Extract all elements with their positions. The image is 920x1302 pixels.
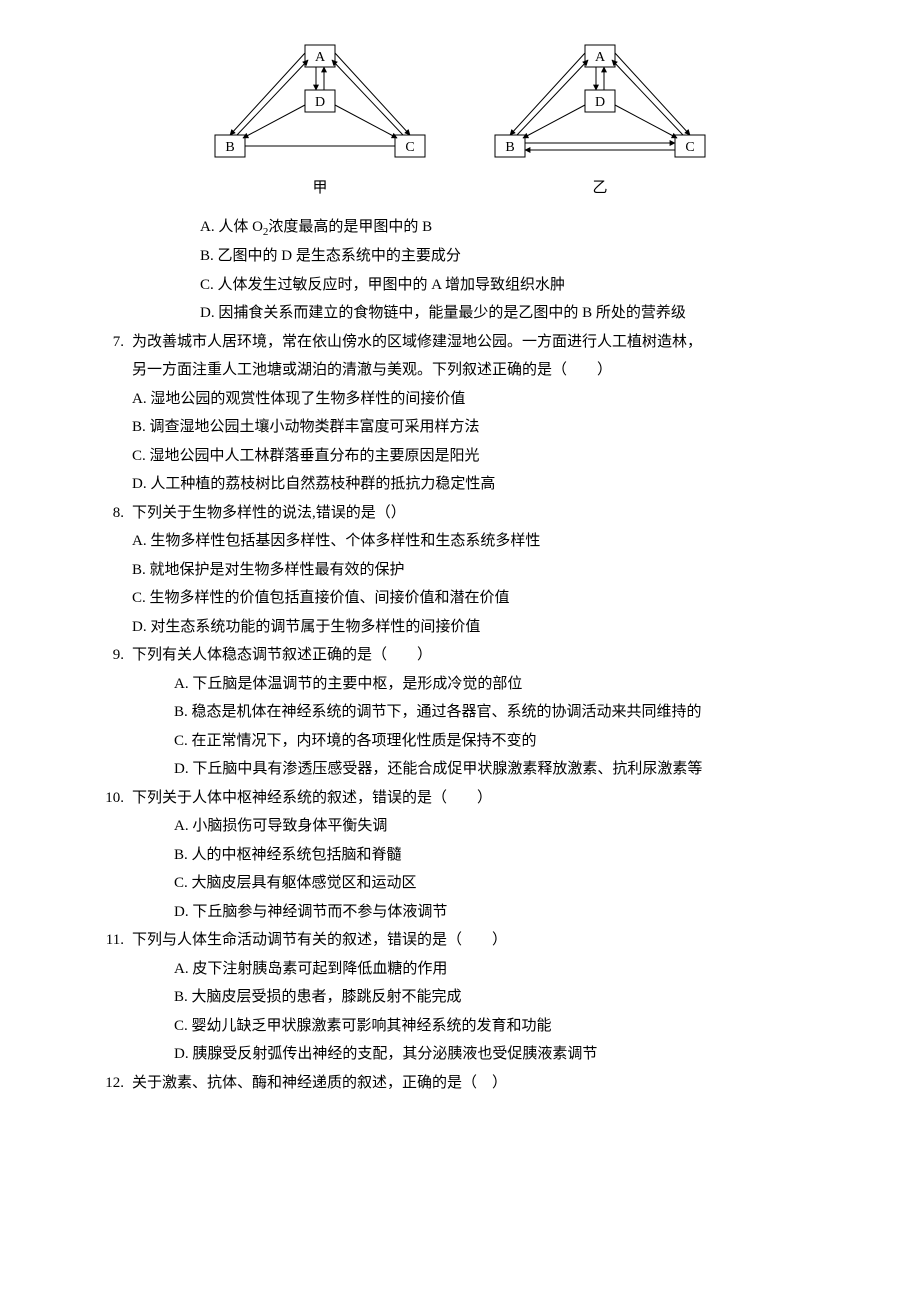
question-body: 下列关于人体中枢神经系统的叙述，错误的是（ ）A. 小脑损伤可导致身体平衡失调B…: [132, 784, 830, 927]
question-number: 12.: [90, 1069, 132, 1098]
option-B: B. 大脑皮层受损的患者，膝跳反射不能完成: [174, 983, 830, 1012]
diagram-left: A D B C: [210, 40, 430, 203]
node-B-label: B: [225, 140, 234, 155]
q6-option-B: B. 乙图中的 D 是生态系统中的主要成分: [200, 242, 830, 271]
question-number: 10.: [90, 784, 132, 813]
diagrams-row: A D B C: [90, 40, 830, 203]
question-number: 8.: [90, 499, 132, 528]
question-options: A. 皮下注射胰岛素可起到降低血糖的作用B. 大脑皮层受损的患者，膝跳反射不能完…: [174, 955, 830, 1069]
question-number: 7.: [90, 328, 132, 357]
option-A: A. 皮下注射胰岛素可起到降低血糖的作用: [174, 955, 830, 984]
node-D-label-r: D: [595, 95, 605, 110]
question-row: 11.下列与人体生命活动调节有关的叙述，错误的是（ ）A. 皮下注射胰岛素可起到…: [90, 926, 830, 1069]
edge-C-A-out: [332, 60, 403, 135]
question-body: 下列有关人体稳态调节叙述正确的是（ ）A. 下丘脑是体温调节的主要中枢，是形成冷…: [132, 641, 830, 784]
question-number: 11.: [90, 926, 132, 955]
option-A: A. 湿地公园的观赏性体现了生物多样性的间接价值: [132, 385, 830, 414]
question-options: A. 生物多样性包括基因多样性、个体多样性和生态系统多样性B. 就地保护是对生物…: [132, 527, 830, 641]
option-B: B. 调查湿地公园土壤小动物类群丰富度可采用样方法: [132, 413, 830, 442]
question-stem: 下列关于生物多样性的说法,错误的是（）: [132, 499, 830, 528]
edge-B-A-outr: [517, 60, 588, 135]
node-C-label: C: [405, 140, 414, 155]
node-A-label: A: [315, 50, 326, 65]
q6-option-A-post: 浓度最高的是甲图中的 B: [268, 219, 432, 235]
diagram-right-caption: 乙: [592, 174, 607, 203]
option-C: C. 生物多样性的价值包括直接价值、间接价值和潜在价值: [132, 584, 830, 613]
question-stem: 关于激素、抗体、酶和神经递质的叙述，正确的是（ ）: [132, 1069, 830, 1098]
q6-options: A. 人体 O2浓度最高的是甲图中的 B B. 乙图中的 D 是生态系统中的主要…: [200, 213, 830, 328]
edge-B-A-out: [237, 60, 308, 135]
edge-A-C-out: [335, 53, 410, 135]
question-stem: 下列有关人体稳态调节叙述正确的是（ ）: [132, 641, 830, 670]
option-B: B. 就地保护是对生物多样性最有效的保护: [132, 556, 830, 585]
question-stem-cont: 另一方面注重人工池塘或湖泊的清澈与美观。下列叙述正确的是（ ）: [132, 356, 830, 385]
node-A-label-r: A: [595, 50, 606, 65]
question-stem: 下列关于人体中枢神经系统的叙述，错误的是（ ）: [132, 784, 830, 813]
question-row: 8.下列关于生物多样性的说法,错误的是（）A. 生物多样性包括基因多样性、个体多…: [90, 499, 830, 642]
option-B: B. 稳态是机体在神经系统的调节下，通过各器官、系统的协调活动来共同维持的: [174, 698, 830, 727]
question-stem: 下列与人体生命活动调节有关的叙述，错误的是（ ）: [132, 926, 830, 955]
q6-option-C: C. 人体发生过敏反应时，甲图中的 A 增加导致组织水肿: [200, 271, 830, 300]
option-C: C. 大脑皮层具有躯体感觉区和运动区: [174, 869, 830, 898]
edge-A-B-outr: [510, 53, 585, 135]
question-row: 7.为改善城市人居环境，常在依山傍水的区域修建湿地公园。一方面进行人工植树造林，…: [90, 328, 830, 499]
question-stem: 为改善城市人居环境，常在依山傍水的区域修建湿地公园。一方面进行人工植树造林，: [132, 328, 830, 357]
node-C-label-r: C: [685, 140, 694, 155]
q6-option-D: D. 因捕食关系而建立的食物链中，能量最少的是乙图中的 B 所处的营养级: [200, 299, 830, 328]
q6-option-A: A. 人体 O2浓度最高的是甲图中的 B: [200, 213, 830, 243]
option-A: A. 下丘脑是体温调节的主要中枢，是形成冷觉的部位: [174, 670, 830, 699]
option-D: D. 对生态系统功能的调节属于生物多样性的间接价值: [132, 613, 830, 642]
option-D: D. 下丘脑参与神经调节而不参与体液调节: [174, 898, 830, 927]
option-D: D. 下丘脑中具有渗透压感受器，还能合成促甲状腺激素释放激素、抗利尿激素等: [174, 755, 830, 784]
question-options: A. 湿地公园的观赏性体现了生物多样性的间接价值B. 调查湿地公园土壤小动物类群…: [132, 385, 830, 499]
option-C: C. 湿地公园中人工林群落垂直分布的主要原因是阳光: [132, 442, 830, 471]
diagram-right: A D B C: [490, 40, 710, 203]
option-A: A. 小脑损伤可导致身体平衡失调: [174, 812, 830, 841]
question-body: 下列与人体生命活动调节有关的叙述，错误的是（ ）A. 皮下注射胰岛素可起到降低血…: [132, 926, 830, 1069]
edge-A-C-outr: [615, 53, 690, 135]
node-D-label: D: [315, 95, 325, 110]
question-options: A. 小脑损伤可导致身体平衡失调B. 人的中枢神经系统包括脑和脊髓C. 大脑皮层…: [174, 812, 830, 926]
option-D: D. 人工种植的荔枝树比自然荔枝种群的抵抗力稳定性高: [132, 470, 830, 499]
option-C: C. 在正常情况下，内环境的各项理化性质是保持不变的: [174, 727, 830, 756]
edge-C-A-outr: [612, 60, 683, 135]
q6-option-A-pre: A. 人体 O: [200, 219, 263, 235]
option-B: B. 人的中枢神经系统包括脑和脊髓: [174, 841, 830, 870]
option-A: A. 生物多样性包括基因多样性、个体多样性和生态系统多样性: [132, 527, 830, 556]
option-C: C. 婴幼儿缺乏甲状腺激素可影响其神经系统的发育和功能: [174, 1012, 830, 1041]
question-row: 10.下列关于人体中枢神经系统的叙述，错误的是（ ）A. 小脑损伤可导致身体平衡…: [90, 784, 830, 927]
diagram-left-svg: A D B C: [210, 40, 430, 170]
question-row: 9.下列有关人体稳态调节叙述正确的是（ ）A. 下丘脑是体温调节的主要中枢，是形…: [90, 641, 830, 784]
diagram-right-svg: A D B C: [490, 40, 710, 170]
option-D: D. 胰腺受反射弧传出神经的支配，其分泌胰液也受促胰液素调节: [174, 1040, 830, 1069]
question-row: 12.关于激素、抗体、酶和神经递质的叙述，正确的是（ ）: [90, 1069, 830, 1098]
question-body: 下列关于生物多样性的说法,错误的是（）A. 生物多样性包括基因多样性、个体多样性…: [132, 499, 830, 642]
node-B-label-r: B: [505, 140, 514, 155]
diagram-left-caption: 甲: [312, 174, 327, 203]
question-number: 9.: [90, 641, 132, 670]
question-options: A. 下丘脑是体温调节的主要中枢，是形成冷觉的部位B. 稳态是机体在神经系统的调…: [174, 670, 830, 784]
question-body: 为改善城市人居环境，常在依山傍水的区域修建湿地公园。一方面进行人工植树造林，另一…: [132, 328, 830, 499]
edge-A-B-out: [230, 53, 305, 135]
question-body: 关于激素、抗体、酶和神经递质的叙述，正确的是（ ）: [132, 1069, 830, 1098]
